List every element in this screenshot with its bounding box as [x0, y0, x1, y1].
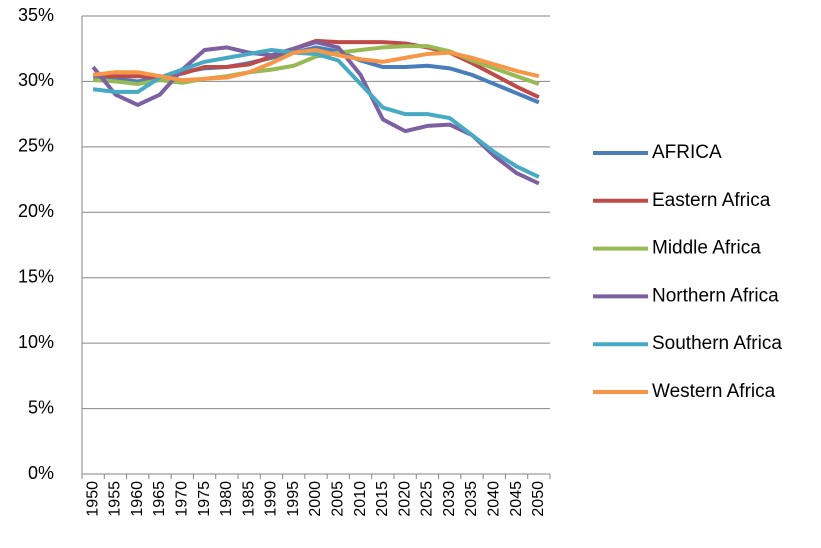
y-tick-label: 5%	[28, 397, 54, 417]
x-tick-label: 1950	[84, 481, 101, 517]
x-tick-label: 2035	[463, 481, 480, 517]
x-tick-label: 2005	[330, 481, 347, 517]
x-tick-label: 1975	[196, 481, 213, 517]
legend-label: Eastern Africa	[652, 190, 771, 211]
x-tick-label: 2040	[486, 481, 503, 517]
x-tick-label: 1965	[151, 481, 168, 517]
legend-label: Northern Africa	[652, 285, 779, 306]
x-tick-label: 1960	[129, 481, 146, 517]
y-tick-label: 25%	[18, 136, 54, 156]
legend-label: Western Africa	[652, 381, 776, 402]
y-tick-label: 35%	[18, 5, 54, 25]
x-tick-label: 2025	[419, 481, 436, 517]
series-line	[92, 48, 540, 83]
x-tick-label: 2045	[508, 481, 525, 517]
x-tick-label: 1985	[240, 481, 257, 517]
y-tick-label: 15%	[18, 266, 54, 286]
legend-label: Southern Africa	[652, 333, 782, 354]
y-tick-label: 10%	[18, 332, 54, 352]
x-tick-label: 1955	[107, 481, 124, 517]
y-tick-label: 20%	[18, 201, 54, 221]
x-tick-label: 2050	[530, 481, 547, 517]
x-tick-label: 2010	[352, 481, 369, 517]
legend-label: Middle Africa	[652, 238, 761, 259]
series-line	[92, 48, 540, 179]
x-tick-label: 1995	[285, 481, 302, 517]
legend-label: AFRICA	[652, 142, 722, 163]
y-tick-label: 30%	[18, 70, 54, 90]
x-tick-label: 2000	[307, 481, 324, 517]
x-tick-label: 2015	[374, 481, 391, 517]
x-tick-label: 2030	[441, 481, 458, 517]
y-tick-label: 0%	[28, 463, 54, 483]
x-tick-label: 2020	[396, 481, 413, 517]
x-tick-label: 1980	[218, 481, 235, 517]
x-tick-label: 1990	[263, 481, 280, 517]
x-tick-label: 1970	[174, 481, 191, 517]
